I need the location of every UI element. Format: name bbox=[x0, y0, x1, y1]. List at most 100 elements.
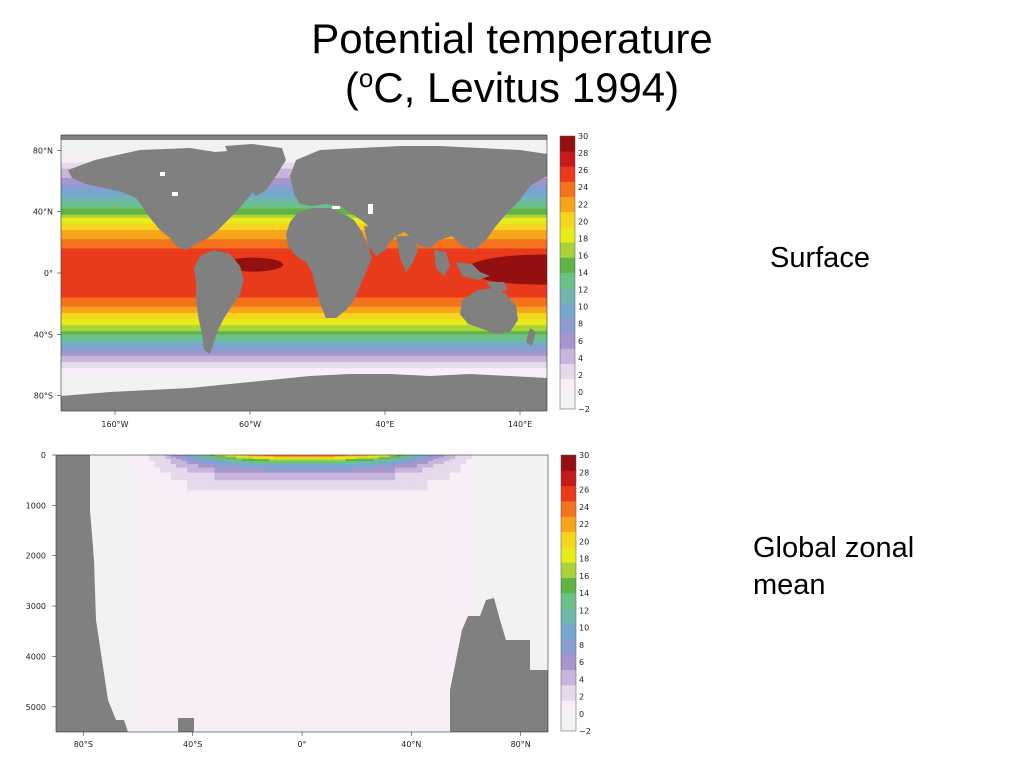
section-cell bbox=[280, 456, 287, 459]
section-cell bbox=[356, 456, 363, 459]
section-cell bbox=[318, 464, 325, 469]
section-cell bbox=[351, 461, 358, 465]
section-cell bbox=[302, 490, 308, 506]
section-cell bbox=[285, 555, 292, 597]
section-cell bbox=[236, 596, 243, 657]
section-cell bbox=[302, 456, 308, 459]
section-cell bbox=[154, 656, 161, 732]
section-cell bbox=[143, 464, 150, 469]
section-cell bbox=[400, 461, 407, 465]
x-tick-label: 40°N bbox=[401, 740, 421, 749]
section-cell bbox=[367, 464, 374, 469]
section-cell bbox=[269, 472, 276, 481]
section-cell bbox=[291, 480, 298, 491]
section-cell bbox=[181, 467, 188, 474]
section-cell bbox=[466, 467, 472, 474]
section-cell bbox=[225, 596, 232, 657]
section-cell bbox=[323, 472, 330, 481]
section-cell bbox=[449, 461, 456, 465]
section-cell bbox=[143, 457, 150, 460]
section-cell bbox=[252, 456, 259, 459]
section-cell bbox=[165, 457, 172, 460]
section-cell bbox=[340, 464, 347, 469]
section-cell bbox=[247, 459, 254, 462]
surface-band bbox=[61, 282, 547, 286]
section-cell bbox=[214, 459, 221, 462]
surface-band bbox=[61, 334, 547, 338]
section-cell bbox=[252, 596, 259, 657]
section-cell bbox=[378, 505, 385, 527]
section-cell bbox=[203, 467, 210, 474]
colorbar-swatch bbox=[560, 227, 575, 243]
section-cell bbox=[449, 490, 456, 506]
section-cell bbox=[438, 656, 445, 732]
section-cell bbox=[291, 656, 298, 732]
colorbar-swatch bbox=[560, 211, 575, 228]
surface-band bbox=[61, 153, 547, 158]
section-cell bbox=[170, 467, 177, 474]
section-cell bbox=[394, 490, 401, 506]
land-north-america bbox=[68, 148, 270, 250]
section-cell bbox=[236, 555, 243, 597]
colorbar-label: 22 bbox=[579, 520, 589, 529]
section-cell bbox=[356, 656, 363, 732]
section-cell bbox=[302, 457, 308, 460]
section-cell bbox=[258, 467, 265, 474]
section-cell bbox=[394, 461, 401, 465]
surface-band bbox=[61, 297, 547, 302]
section-cell bbox=[258, 555, 265, 597]
section-cell bbox=[241, 459, 248, 462]
section-cell bbox=[214, 472, 221, 481]
section-cell bbox=[334, 472, 341, 481]
section-cell bbox=[367, 480, 374, 491]
section-cell bbox=[373, 467, 380, 474]
section-cell bbox=[455, 472, 462, 481]
section-cell bbox=[444, 472, 451, 481]
section-cell bbox=[181, 480, 188, 491]
surface-map-panel: 160°W 60°W 40°E 140°E 80°N 40°N 0° 40°S 80°S bbox=[33, 134, 548, 429]
section-cell bbox=[170, 555, 177, 597]
section-cell bbox=[345, 457, 352, 460]
colorbar-swatch bbox=[560, 348, 575, 364]
section-cell bbox=[307, 505, 314, 527]
section-cell bbox=[159, 490, 166, 506]
section-cell bbox=[384, 480, 390, 491]
section-cell bbox=[340, 472, 347, 481]
section-cell bbox=[334, 656, 341, 732]
section-cell bbox=[433, 467, 440, 474]
section-cell bbox=[247, 455, 254, 457]
section-cell bbox=[138, 490, 144, 506]
section-cell bbox=[148, 525, 155, 557]
section-cell bbox=[323, 525, 330, 557]
section-cell bbox=[416, 464, 423, 469]
section-cell bbox=[285, 455, 292, 457]
section-cell bbox=[427, 459, 434, 462]
section-cell bbox=[362, 461, 369, 465]
caption-zonal-line-2: mean bbox=[753, 569, 826, 601]
section-cell bbox=[307, 596, 314, 657]
section-cell bbox=[181, 656, 188, 732]
section-cell bbox=[323, 480, 330, 491]
surface-band bbox=[61, 346, 547, 351]
colorbar-label: 26 bbox=[578, 166, 588, 175]
section-cell bbox=[329, 656, 336, 732]
section-cell bbox=[225, 467, 232, 474]
section-cell bbox=[143, 480, 150, 491]
section-cell bbox=[241, 457, 248, 460]
caption-zonal-line-1: Global zonal bbox=[753, 532, 915, 564]
section-cell bbox=[192, 467, 199, 474]
section-cell bbox=[411, 490, 418, 506]
surface-band bbox=[61, 144, 547, 148]
section-cell bbox=[318, 480, 325, 491]
section-cell bbox=[411, 505, 418, 527]
section-cell bbox=[411, 464, 418, 469]
section-cell bbox=[389, 455, 396, 457]
colorbar-label: 30 bbox=[579, 451, 589, 460]
section-cell bbox=[170, 472, 177, 481]
section-cell bbox=[444, 505, 451, 527]
section-cell bbox=[225, 525, 232, 557]
colorbar-label: 24 bbox=[578, 183, 588, 192]
section-cell bbox=[329, 459, 336, 462]
section-cell bbox=[198, 505, 205, 527]
